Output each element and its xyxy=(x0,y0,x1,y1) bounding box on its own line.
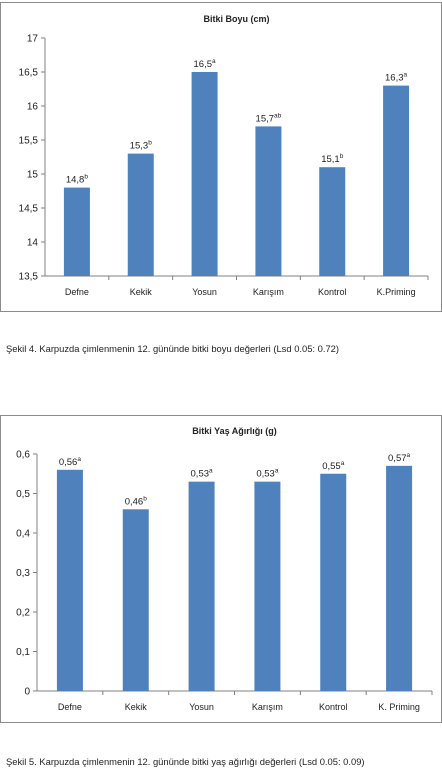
data-label-letter: b xyxy=(340,153,344,160)
x-tick-label: K. Priming xyxy=(378,702,420,712)
chart-title: Bitki Boyu (cm) xyxy=(203,14,269,24)
chart-bitki-yas-agirligi-svg: Bitki Yaş Ağırlığı (g) 0 0,1 0,2 0,3 0,4 0,5 0,… xyxy=(16,426,433,712)
y-tick-label: 14 xyxy=(27,238,39,249)
y-tick-label: 15 xyxy=(27,170,39,181)
data-label-value: 0,53 xyxy=(256,469,275,480)
data-label: 0,57a xyxy=(388,452,411,464)
data-label: 0,55a xyxy=(322,460,345,472)
x-tick-label: Kontrol xyxy=(318,287,347,297)
x-tick-label: Kekik xyxy=(125,702,148,712)
chart-bitki-boyu: Bitki Boyu (cm) 13,5 14 14,5 15 15,5 16 16,5 17 D… xyxy=(0,2,442,312)
data-label-letter: a xyxy=(404,72,408,79)
bar-6 xyxy=(383,85,410,276)
data-label: 15,7ab xyxy=(256,112,282,124)
bar-6 xyxy=(386,465,413,691)
data-label-value: 0,55 xyxy=(322,461,341,472)
data-label: 0,53a xyxy=(191,468,214,480)
data-label-value: 15,1 xyxy=(321,154,340,165)
data-label: 0,56a xyxy=(59,456,82,468)
data-label-value: 14,8 xyxy=(66,175,85,186)
data-label-letter: a xyxy=(77,456,81,463)
x-tick-label: K.Priming xyxy=(377,287,416,297)
y-tick-label: 15,5 xyxy=(19,136,39,147)
data-label: 16,3a xyxy=(385,72,408,84)
data-label-value: 0,53 xyxy=(191,469,210,480)
data-label-value: 16,3 xyxy=(385,73,404,84)
bar-3 xyxy=(188,481,215,691)
data-label-letter: b xyxy=(148,140,152,147)
bar-2 xyxy=(127,153,154,276)
bar-4 xyxy=(254,481,281,691)
bar-1 xyxy=(56,469,83,691)
data-label-value: 16,5 xyxy=(194,59,213,70)
data-label: 16,5a xyxy=(194,58,217,70)
data-label: 0,53a xyxy=(256,468,279,480)
data-label-letter: a xyxy=(275,468,279,475)
y-tick-label: 0,2 xyxy=(16,608,30,619)
data-label-value: 0,46 xyxy=(125,496,144,507)
figure-caption-5: Şekil 5. Karpuzda çimlenmenin 12. gününd… xyxy=(6,756,365,767)
x-tick-label: Yosun xyxy=(189,702,214,712)
bar-4 xyxy=(255,126,282,277)
y-tick-label: 16 xyxy=(27,102,39,113)
data-label-letter: a xyxy=(341,460,345,467)
y-tick-label: 0,3 xyxy=(16,568,30,579)
data-label-letter: ab xyxy=(274,112,282,119)
data-label: 0,46b xyxy=(125,495,148,507)
data-label: 15,3b xyxy=(130,140,153,152)
data-label: 14,8b xyxy=(66,174,89,186)
chart-bitki-yas-agirligi: Bitki Yaş Ağırlığı (g) 0 0,1 0,2 0,3 0,4 0,5 0,… xyxy=(0,415,442,723)
y-tick-label: 0,1 xyxy=(16,647,30,658)
y-tick-label: 0 xyxy=(24,687,30,698)
data-label-letter: a xyxy=(407,452,411,459)
bar-5 xyxy=(320,473,347,691)
x-tick-label: Yosun xyxy=(192,287,217,297)
data-label-letter: b xyxy=(143,495,147,502)
bar-2 xyxy=(122,509,149,691)
x-tick-label: Kekik xyxy=(130,287,153,297)
data-label-value: 0,57 xyxy=(388,453,407,464)
bar-1 xyxy=(63,187,90,276)
data-label-letter: b xyxy=(84,174,88,181)
y-tick-label: 0,4 xyxy=(16,529,30,540)
data-label-value: 15,3 xyxy=(130,141,149,152)
data-label: 15,1b xyxy=(321,153,344,165)
figure-caption-4: Şekil 4. Karpuzda çimlenmenin 12. gününd… xyxy=(6,343,340,354)
data-label-letter: a xyxy=(212,58,216,65)
y-tick-label: 17 xyxy=(27,34,39,45)
data-label-letter: a xyxy=(209,468,213,475)
x-tick-label: Defne xyxy=(65,287,89,297)
y-tick-label: 0,6 xyxy=(16,450,30,461)
bar-3 xyxy=(191,72,218,276)
x-tick-label: Karışım xyxy=(252,702,283,712)
y-tick-label: 13,5 xyxy=(19,272,39,283)
chart-bitki-boyu-svg: Bitki Boyu (cm) 13,5 14 14,5 15 15,5 16 16,5 17 D… xyxy=(19,14,429,297)
y-tick-label: 0,5 xyxy=(16,489,30,500)
y-tick-label: 14,5 xyxy=(19,204,39,215)
data-label-value: 0,56 xyxy=(59,457,78,468)
bar-5 xyxy=(319,167,346,276)
chart-title: Bitki Yaş Ağırlığı (g) xyxy=(192,426,277,436)
data-label-value: 15,7 xyxy=(256,113,275,124)
x-tick-label: Karışım xyxy=(253,287,284,297)
x-tick-label: Kontrol xyxy=(319,702,348,712)
x-tick-label: Defne xyxy=(58,702,82,712)
y-tick-label: 16,5 xyxy=(19,68,39,79)
